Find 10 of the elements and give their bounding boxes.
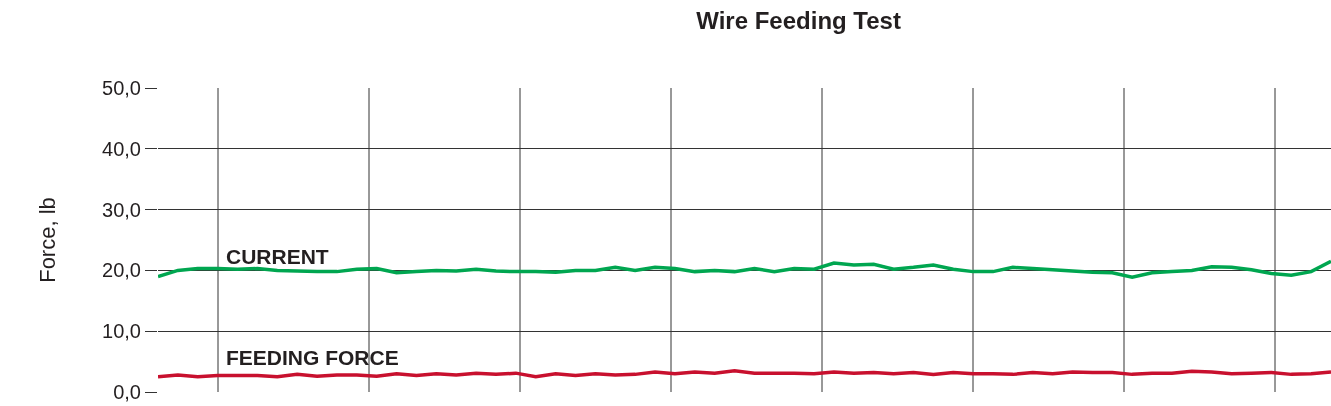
y-tick-label: 10,0 xyxy=(102,320,141,343)
y-tick-label: 30,0 xyxy=(102,198,141,221)
y-axis-title: Force, lb xyxy=(34,197,60,283)
y-tick-label: 50,0 xyxy=(102,77,141,99)
y-tick-label: 0,0 xyxy=(113,381,141,403)
y-tick-label: 40,0 xyxy=(102,137,141,160)
y-tick-label: 20,0 xyxy=(102,259,141,282)
series-label: FEEDING FORCE xyxy=(226,346,399,369)
series-label: CURRENT xyxy=(226,245,329,268)
chart-title: Wire Feeding Test xyxy=(696,6,901,34)
